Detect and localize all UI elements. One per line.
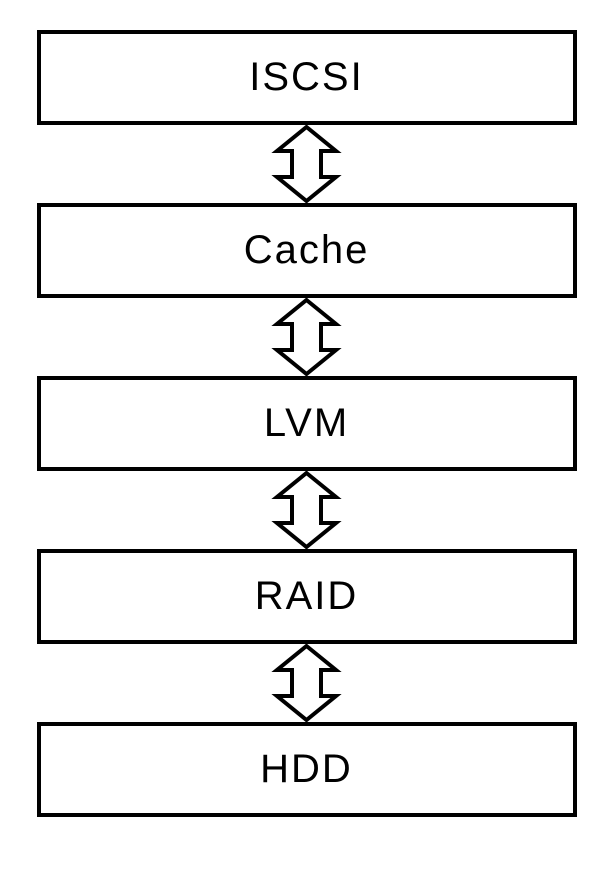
arrow-lvm-raid [37, 471, 577, 549]
bidirectional-arrow-icon [254, 471, 359, 549]
layer-cache-label: Cache [244, 228, 370, 273]
layer-hdd-label: HDD [260, 747, 353, 792]
layer-raid: RAID [37, 549, 577, 644]
bidirectional-arrow-icon [254, 644, 359, 722]
layer-iscsi: ISCSI [37, 30, 577, 125]
layer-hdd: HDD [37, 722, 577, 817]
arrow-raid-hdd [37, 644, 577, 722]
bidirectional-arrow-icon [254, 298, 359, 376]
bidirectional-arrow-icon [254, 125, 359, 203]
arrow-iscsi-cache [37, 125, 577, 203]
layer-raid-label: RAID [255, 574, 359, 619]
layer-cache: Cache [37, 203, 577, 298]
layer-iscsi-label: ISCSI [249, 55, 363, 100]
layer-lvm: LVM [37, 376, 577, 471]
arrow-cache-lvm [37, 298, 577, 376]
layer-lvm-label: LVM [264, 401, 349, 446]
